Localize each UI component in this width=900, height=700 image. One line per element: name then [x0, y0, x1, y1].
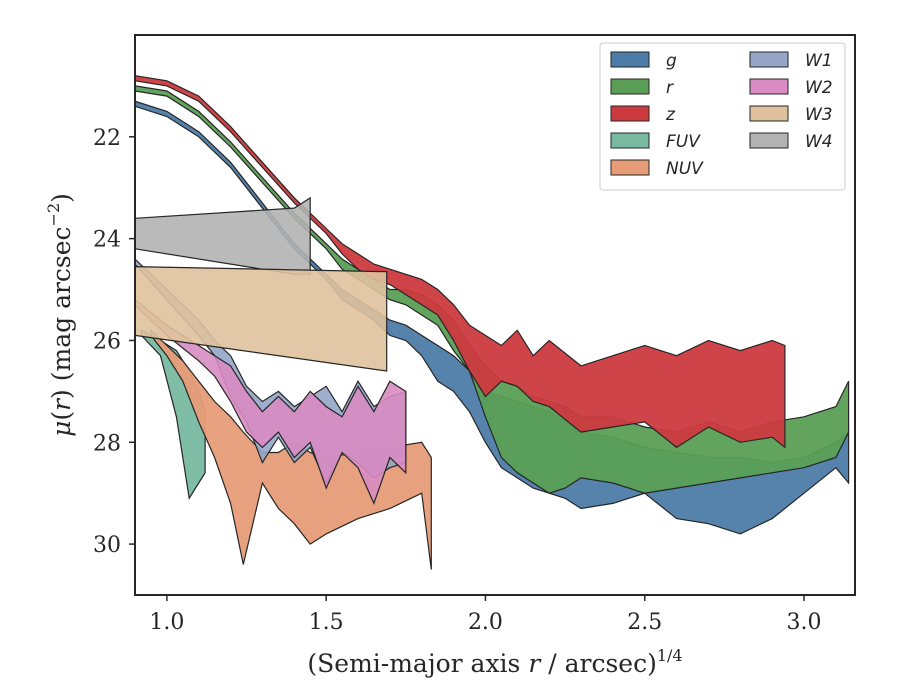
legend-label-w3: W3 — [805, 105, 833, 125]
legend-swatch-g — [610, 51, 650, 68]
legend-label-w1: W1 — [805, 51, 833, 71]
y-axis-label-exponent: −2 — [44, 203, 63, 227]
y-tick-label: 22 — [93, 126, 121, 151]
legend-label-z: z — [665, 105, 676, 125]
legend-swatch-w4 — [749, 132, 789, 149]
legend-label-r: r — [666, 78, 674, 98]
legend-swatch-z — [610, 105, 650, 122]
legend-label-w4: W4 — [805, 132, 833, 152]
series-layer — [135, 75, 850, 570]
x-tick-label: 2.0 — [468, 610, 503, 635]
x-axis-label-variable: r — [528, 649, 542, 678]
x-tick-label: 2.5 — [627, 610, 662, 635]
y-tick-label: 26 — [93, 329, 121, 354]
y-tick-label: 24 — [93, 228, 121, 253]
y-tick-label: 30 — [93, 533, 121, 558]
legend-swatch-w3 — [749, 105, 789, 122]
x-tick-label: 3.0 — [787, 610, 822, 635]
series-band-w3 — [135, 265, 388, 372]
y-tick-label: 28 — [93, 431, 121, 456]
x-axis-label-prefix: (Semi-major axis — [307, 649, 528, 678]
legend-swatch-fuv — [610, 132, 650, 149]
x-tick-label: 1.5 — [309, 610, 344, 635]
y-axis-label-mu: μ — [47, 421, 76, 437]
y-axis-label-variable: r — [47, 397, 76, 411]
x-axis-label: (Semi-major axis r / arcsec)1/4 — [307, 646, 682, 678]
y-axis-label: μ(r) (mag arcsec−2) — [44, 193, 76, 437]
y-axis-label-open: ( — [47, 411, 76, 421]
legend-swatch-r — [610, 78, 650, 95]
legend-swatch-nuv — [610, 159, 650, 176]
legend-swatch-w2 — [749, 78, 789, 95]
legend-label-g: g — [666, 51, 677, 71]
legend-swatch-w1 — [749, 51, 789, 68]
legend: grz FUV NUV W1 W2 W3 W4 — [599, 42, 846, 191]
legend-label-nuv: NUV — [666, 159, 704, 179]
y-axis-label-end: ) — [47, 193, 76, 203]
ticks-layer: 1.0 1.5 2.0 2.5 3.0 22 24 26 28 30 — [93, 126, 822, 635]
series-band-w2 — [135, 298, 407, 506]
plot-frame — [134, 34, 856, 596]
legend-label-fuv: FUV — [666, 132, 701, 152]
legend-label-w2: W2 — [805, 78, 833, 98]
x-axis-label-suffix: / arcsec) — [540, 649, 657, 678]
x-axis-label-exponent: 1/4 — [657, 646, 683, 665]
y-axis-label-unit: ) (mag arcsec — [47, 226, 76, 399]
x-tick-label: 1.0 — [149, 610, 184, 635]
